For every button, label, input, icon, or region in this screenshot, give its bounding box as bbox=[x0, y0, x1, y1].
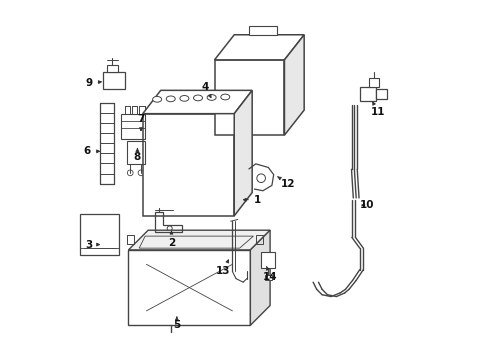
Bar bbox=[153, 99, 162, 108]
Polygon shape bbox=[128, 250, 250, 325]
Polygon shape bbox=[215, 35, 304, 60]
Text: 14: 14 bbox=[263, 266, 277, 282]
Bar bbox=[225, 65, 274, 78]
Polygon shape bbox=[215, 60, 285, 135]
Text: 2: 2 bbox=[168, 231, 175, 248]
Polygon shape bbox=[143, 114, 234, 216]
Text: 9: 9 bbox=[85, 78, 101, 88]
Polygon shape bbox=[143, 90, 252, 114]
Ellipse shape bbox=[221, 94, 230, 100]
Polygon shape bbox=[103, 72, 125, 89]
Polygon shape bbox=[285, 35, 304, 135]
Text: 3: 3 bbox=[85, 239, 99, 249]
Polygon shape bbox=[360, 87, 376, 101]
Text: 8: 8 bbox=[134, 149, 141, 162]
Polygon shape bbox=[80, 214, 120, 255]
Ellipse shape bbox=[207, 95, 216, 100]
Polygon shape bbox=[234, 90, 252, 216]
Polygon shape bbox=[368, 78, 379, 87]
Polygon shape bbox=[250, 230, 270, 325]
Text: 13: 13 bbox=[216, 260, 231, 276]
Ellipse shape bbox=[166, 96, 175, 102]
Bar bbox=[221, 97, 230, 106]
Polygon shape bbox=[376, 89, 387, 99]
Ellipse shape bbox=[180, 95, 189, 101]
Polygon shape bbox=[261, 252, 275, 268]
Ellipse shape bbox=[194, 95, 202, 101]
Text: 12: 12 bbox=[278, 177, 295, 189]
Bar bbox=[207, 98, 216, 107]
Bar bbox=[166, 99, 175, 108]
Text: 5: 5 bbox=[173, 317, 180, 330]
Bar bbox=[194, 98, 202, 107]
Text: 6: 6 bbox=[84, 146, 99, 156]
Text: 7: 7 bbox=[137, 114, 145, 131]
Polygon shape bbox=[265, 275, 272, 280]
Polygon shape bbox=[128, 230, 270, 250]
Text: 4: 4 bbox=[202, 82, 211, 98]
Text: 10: 10 bbox=[360, 200, 374, 210]
Ellipse shape bbox=[153, 96, 162, 102]
Bar bbox=[180, 98, 189, 107]
Polygon shape bbox=[248, 26, 277, 35]
Text: 1: 1 bbox=[244, 195, 261, 205]
Text: 11: 11 bbox=[370, 102, 385, 117]
Polygon shape bbox=[107, 65, 118, 72]
